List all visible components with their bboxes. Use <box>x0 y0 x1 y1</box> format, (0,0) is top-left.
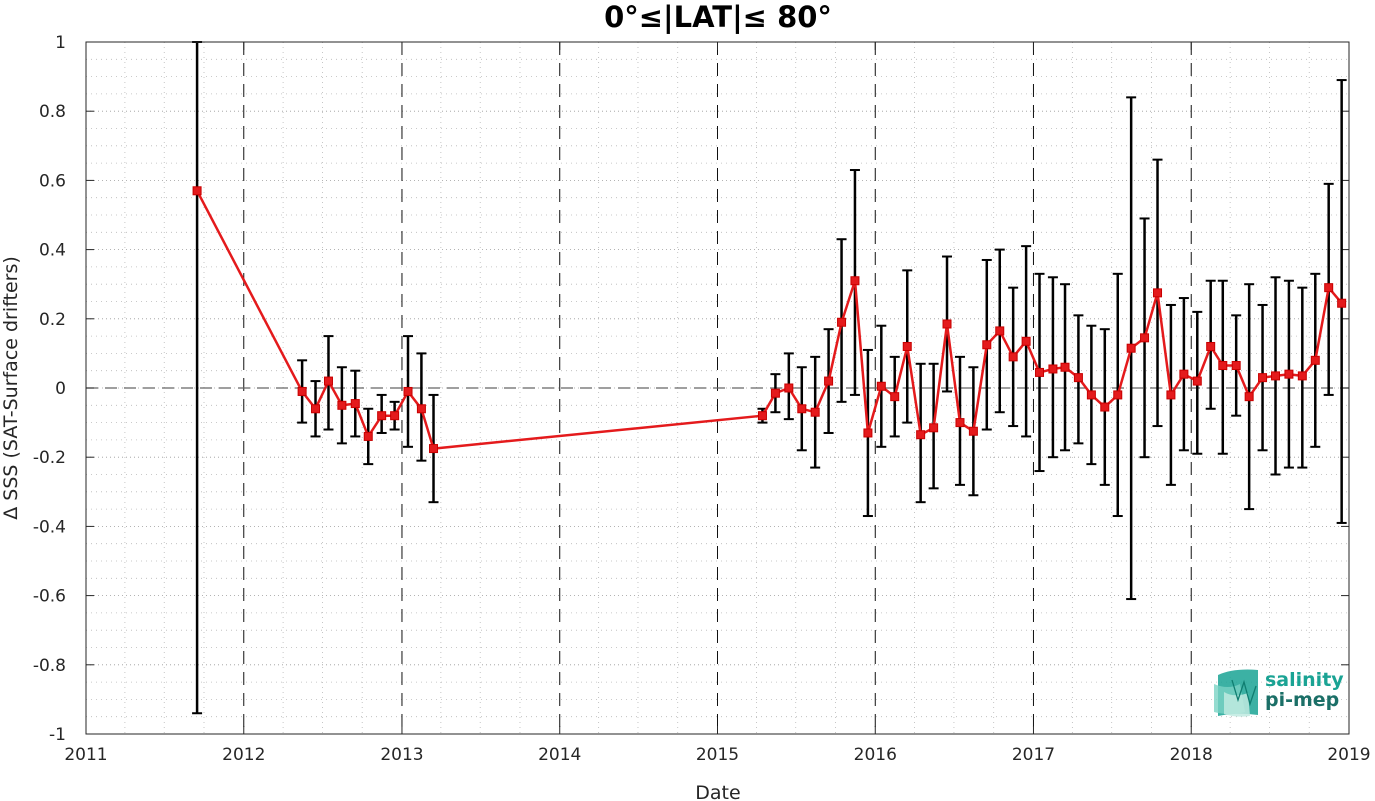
data-point-2018-03-15 <box>1218 361 1228 371</box>
data-point-2017-12-15 <box>1179 369 1189 379</box>
data-point-2017-07-15 <box>1113 390 1123 400</box>
data-point-2015-09-15 <box>824 376 834 386</box>
data-point-2012-10-15 <box>363 431 373 441</box>
data-point-2012-07-15 <box>323 376 333 386</box>
data-point-2013-02-15 <box>416 404 426 414</box>
x-tick-label-2016: 2016 <box>854 745 897 765</box>
x-tick-label-2013: 2013 <box>380 745 423 765</box>
data-point-2015-05-15 <box>770 388 780 398</box>
x-tick-label-2017: 2017 <box>1012 745 1055 765</box>
data-point-2012-05-15 <box>297 386 307 396</box>
data-point-2017-10-15 <box>1153 288 1163 298</box>
y-tick-label: 1 <box>55 33 66 53</box>
x-tick-label-2012: 2012 <box>222 745 265 765</box>
data-point-2012-06-15 <box>311 404 321 414</box>
data-point-2017-02-15 <box>1048 364 1058 374</box>
x-tick-label-2015: 2015 <box>696 745 739 765</box>
data-point-2018-01-15 <box>1192 376 1202 386</box>
data-point-2017-09-15 <box>1140 333 1150 343</box>
y-tick-label: 0.4 <box>39 241 66 261</box>
data-point-2016-06-15 <box>942 319 952 329</box>
data-point-2018-06-15 <box>1258 373 1268 383</box>
wave-logo-icon <box>1214 669 1258 717</box>
data-point-2016-04-15 <box>916 430 926 440</box>
data-point-2018-04-15 <box>1231 361 1241 371</box>
data-point-2015-04-15 <box>757 411 767 421</box>
data-point-2012-12-15 <box>390 411 400 421</box>
plot-frame <box>85 41 1350 735</box>
data-point-2016-01-15 <box>876 381 886 391</box>
data-point-2012-09-15 <box>350 399 360 409</box>
data-point-2017-05-15 <box>1086 390 1096 400</box>
data-point-2018-08-15 <box>1284 369 1294 379</box>
logo-text-salinity: salinity <box>1265 669 1344 691</box>
data-point-2016-02-15 <box>890 392 900 402</box>
data-point-2016-08-15 <box>968 426 978 436</box>
data-point-2013-03-15 <box>429 444 439 454</box>
data-point-2015-07-15 <box>797 404 807 414</box>
data-point-2012-08-15 <box>337 400 347 410</box>
data-point-2018-05-15 <box>1244 392 1254 402</box>
data-point-2018-10-15 <box>1310 355 1320 365</box>
y-tick-label: 0.2 <box>39 310 66 330</box>
x-tick-label-2011: 2011 <box>64 745 107 765</box>
data-point-2018-11-15 <box>1324 283 1334 293</box>
data-point-2017-03-15 <box>1060 362 1070 372</box>
data-point-2016-09-15 <box>982 340 992 350</box>
data-point-2017-01-15 <box>1035 367 1045 377</box>
data-point-2012-11-15 <box>377 411 387 421</box>
data-point-2011-09-15 <box>192 186 202 196</box>
y-tick-label: 0.8 <box>39 102 66 122</box>
data-point-2016-05-15 <box>929 423 939 433</box>
data-point-2018-09-15 <box>1297 371 1307 381</box>
data-point-2018-07-15 <box>1271 371 1281 381</box>
salinity-pi-mep-logo: salinity pi-mep <box>1214 669 1344 717</box>
y-tick-label: -0.6 <box>33 587 66 607</box>
y-tick-label: 0 <box>55 379 66 399</box>
data-point-2016-07-15 <box>955 418 965 428</box>
y-axis-ticks: -1 -0.8 -0.6 -0.4 -0.2 0 0.2 0.4 0.6 0.8 1 <box>33 33 1349 745</box>
x-tick-label-2014: 2014 <box>538 745 581 765</box>
y-tick-label: -0.8 <box>33 656 66 676</box>
y-tick-label: 0.6 <box>39 171 66 191</box>
data-point-2015-11-15 <box>850 276 860 286</box>
data-point-2016-12-15 <box>1021 336 1031 346</box>
y-axis-title: Δ SSS (SAT-Surface drifters) <box>0 256 22 520</box>
data-point-2018-12-15 <box>1337 298 1347 308</box>
data-point-2015-08-15 <box>810 407 820 417</box>
logo-text-pi-mep: pi-mep <box>1265 689 1339 711</box>
data-point-2013-01-15 <box>403 386 413 396</box>
x-tick-label-2019: 2019 <box>1327 745 1370 765</box>
data-point-2016-11-15 <box>1008 352 1018 362</box>
data-point-2015-06-15 <box>784 383 794 393</box>
data-point-2016-10-15 <box>995 326 1005 336</box>
data-point-2017-06-15 <box>1100 402 1110 412</box>
x-axis-ticks: 2011 2012 2013 2014 2015 2016 2017 2018 2019 <box>64 42 1371 765</box>
x-tick-label-2018: 2018 <box>1170 745 1213 765</box>
data-point-2015-10-15 <box>837 317 847 327</box>
data-point-2017-11-15 <box>1166 390 1176 400</box>
data-point-2015-12-15 <box>863 428 873 438</box>
x-axis-title: Date <box>695 782 740 801</box>
y-tick-label: -0.4 <box>33 517 66 537</box>
data-point-2018-02-15 <box>1206 341 1216 351</box>
data-point-2016-03-15 <box>902 341 912 351</box>
chart-title: 0°≤|LAT|≤ 80° <box>604 0 832 34</box>
y-tick-label: -1 <box>49 725 66 745</box>
y-tick-label: -0.2 <box>33 448 66 468</box>
series-markers <box>192 186 1347 454</box>
data-point-2017-04-15 <box>1073 373 1083 383</box>
data-point-2017-08-15 <box>1126 343 1136 353</box>
